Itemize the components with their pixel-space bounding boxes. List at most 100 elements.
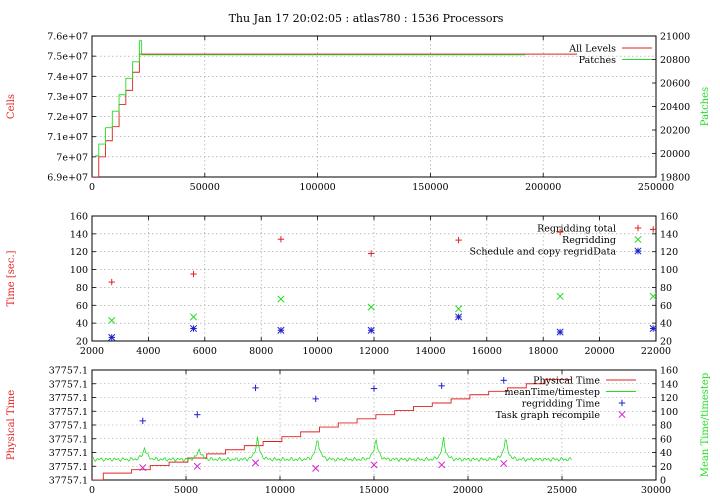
series-task-graph-recompile-mark-d2: [139, 464, 147, 472]
y2-tick-label: 20600: [660, 79, 690, 90]
series-task-graph-recompile-point: [139, 464, 147, 472]
y2-tick-label: 120: [660, 247, 678, 258]
y-tick-label: 37757.1: [49, 407, 88, 418]
y2-tick-label: 140: [660, 379, 678, 390]
x-tick-label: 22000: [641, 346, 671, 357]
x-tick-label: 200000: [525, 182, 561, 193]
series-regridding-point: [649, 292, 656, 300]
series-schedule-and-copy-regriddata-mark-d2: [367, 326, 375, 334]
series-regridding-time-point: [370, 385, 378, 392]
y2-tick-label: 100: [660, 407, 678, 418]
series-regridding-time-point: [312, 395, 319, 403]
legend-label: regridding Time: [522, 399, 601, 410]
series-regridding-point: [108, 316, 116, 325]
y-tick-label: 37757.1: [49, 379, 88, 390]
x-tick-label: 18000: [528, 346, 558, 357]
x-tick-label: 20000: [584, 346, 614, 357]
series-regridding-time-point: [252, 384, 259, 392]
series-task-graph-recompile-point: [370, 461, 378, 469]
series-schedule-and-copy-regriddata-point: [277, 326, 285, 334]
series-regridding-mark-d2: [277, 295, 285, 303]
series-regridding-mark-d2: [367, 303, 375, 311]
y2-tick-label: 60: [660, 434, 672, 445]
series-task-graph-recompile-mark-d2: [438, 461, 446, 469]
y-tick-label: 140: [70, 229, 88, 240]
y-tick-label: 37757.1: [49, 462, 88, 473]
y-axis-label: Time [sec.]: [6, 250, 17, 306]
y-axis-label: Physical Time: [6, 390, 17, 460]
series-layer: [92, 377, 572, 480]
legend-mark-d2: [618, 410, 626, 419]
y-axis-label: Cells: [6, 94, 17, 119]
y-tick-label: 7.1e+07: [47, 132, 88, 143]
series-patches-line: [95, 40, 526, 157]
series-regridding-total-point: [367, 250, 375, 257]
y2-tick-label: 0: [660, 476, 666, 487]
legend-swatch: [634, 235, 642, 244]
legend-mark-d2: [634, 235, 642, 244]
legend-swatch: [618, 410, 626, 419]
series-schedule-and-copy-regriddata-mark-d2: [189, 324, 198, 333]
series-regridding-total-point: [556, 228, 564, 236]
series-regridding-point: [556, 292, 564, 300]
legend-label: Schedule and copy regridData: [469, 247, 616, 258]
y2-tick-label: 80: [660, 421, 672, 432]
series-regridding-mark-d2: [455, 305, 463, 313]
y2-tick-label: 20: [660, 462, 672, 473]
y2-tick-label: 40: [660, 319, 672, 330]
series-schedule-and-copy-regriddata-mark-d2: [108, 333, 116, 341]
series-task-graph-recompile-mark-d2: [312, 464, 320, 472]
legend-swatch: [618, 399, 626, 407]
series-regridding-point: [189, 313, 198, 321]
series-regridding-total-point: [649, 226, 656, 233]
x-tick-label: 10000: [265, 485, 295, 496]
panel-bottom: 0 5000 10000 15000 20000 25000 30000 37757.1 377…: [6, 366, 711, 497]
series-regridding-mark-d2: [108, 316, 116, 325]
y-tick-label: 37757.1: [49, 421, 88, 432]
y2-tick-label: 40: [660, 448, 672, 459]
x-tick-label: 5000: [174, 485, 198, 496]
y-tick-label: 20: [76, 337, 88, 348]
y-tick-label: 37757.1: [49, 476, 88, 487]
series-regridding-point: [277, 295, 285, 303]
series-regridding-mark-d2: [556, 292, 564, 300]
x-tick-label: 6000: [193, 346, 217, 357]
y-tick-label: 100: [70, 265, 88, 276]
x-tick-label: 2000: [80, 346, 104, 357]
y2-axis-label: Patches: [700, 87, 711, 126]
legend-mark-d2: [634, 247, 642, 255]
series-regridding-mark-d2: [649, 292, 656, 300]
y2-tick-label: 120: [660, 393, 678, 404]
series-schedule-and-copy-regriddata-mark-d2: [455, 313, 463, 321]
y2-tick-label: 20: [660, 337, 672, 348]
y2-tick-label: 100: [660, 265, 678, 276]
y-tick-label: 120: [70, 247, 88, 258]
y-tick-label: 7.5e+07: [47, 52, 88, 63]
series-meantime-timestep-line: [92, 436, 572, 463]
x-tick-label: 0: [89, 485, 95, 496]
figure-title: Thu Jan 17 20:02:05 : atlas780 : 1536 Pr…: [229, 12, 504, 25]
series-task-graph-recompile-point: [500, 459, 508, 468]
y-tick-label: 37757.1: [49, 393, 88, 404]
series-schedule-and-copy-regriddata-point: [108, 333, 116, 341]
x-tick-label: 4000: [136, 346, 160, 357]
legend-label: All Levels: [568, 44, 616, 55]
series-schedule-and-copy-regriddata-mark-d2: [649, 324, 656, 333]
y-tick-label: 37757.1: [49, 448, 88, 459]
y-tick-label: 7.3e+07: [47, 92, 88, 103]
series-regridding-time-point: [500, 377, 507, 384]
x-tick-label: 10000: [302, 346, 332, 357]
series-layer: [92, 40, 578, 177]
series-regridding-total-point: [455, 236, 462, 244]
series-task-graph-recompile-mark-d2: [193, 462, 201, 470]
series-regridding-point: [455, 305, 463, 313]
legend-label: Patches: [579, 55, 617, 66]
series-schedule-and-copy-regriddata-point: [455, 313, 463, 321]
y-tick-label: 160: [70, 212, 88, 223]
y-tick-label: 7.4e+07: [47, 72, 88, 83]
y-tick-label: 6.9e+07: [47, 173, 88, 184]
y2-tick-label: 160: [660, 212, 678, 223]
x-tick-label: 16000: [472, 346, 502, 357]
y2-tick-label: 20800: [660, 55, 690, 66]
series-task-graph-recompile-mark-d2: [252, 459, 260, 467]
